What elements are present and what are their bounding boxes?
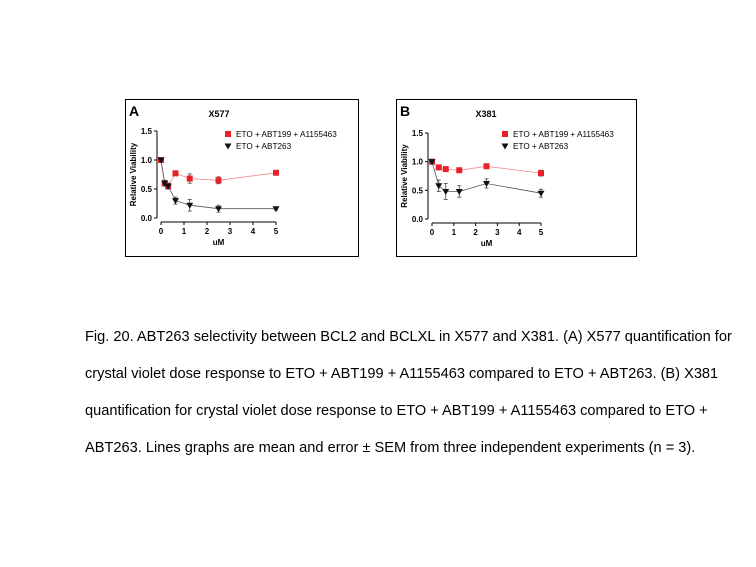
y-tick-label: 1.5 bbox=[141, 127, 153, 136]
figure-caption-line-1: Fig. 20. ABT263 selectivity between BCL2… bbox=[85, 329, 732, 345]
data-point-marker bbox=[186, 175, 193, 182]
series-combo bbox=[429, 158, 544, 177]
chart-title: X577 bbox=[208, 109, 229, 119]
chart-panel-a: A X577 0.0 0.5 1.0 1.5 0 1 2 3 4 5 uM Relative Viabil… bbox=[125, 99, 359, 257]
y-tick-label: 0.5 bbox=[412, 186, 424, 195]
series-combo bbox=[158, 157, 279, 190]
chart-b-svg: B X381 0.0 0.5 1.0 1.5 0 1 2 3 4 5 uM Relative Viabil… bbox=[400, 103, 614, 248]
chart-a-svg: A X577 0.0 0.5 1.0 1.5 0 1 2 3 4 5 uM Relative Viabil… bbox=[129, 103, 337, 247]
data-point-marker bbox=[483, 163, 490, 170]
y-tick-label: 0.0 bbox=[141, 214, 153, 223]
legend-label: ETO + ABT199 + A1155463 bbox=[513, 130, 614, 139]
x-tick-label: 2 bbox=[473, 228, 478, 237]
legend-marker bbox=[224, 143, 232, 150]
x-tick-label: 4 bbox=[517, 228, 522, 237]
x-tick-label: 5 bbox=[539, 228, 544, 237]
y-tick-label: 1.5 bbox=[412, 129, 424, 138]
data-point-marker bbox=[538, 170, 544, 177]
y-axis-label: Relative Viability bbox=[129, 142, 138, 206]
x-tick-label: 0 bbox=[159, 227, 164, 236]
series-line bbox=[431, 161, 542, 194]
legend-marker bbox=[225, 131, 231, 137]
data-point-marker bbox=[537, 190, 545, 197]
figure-caption-line-2: crystal violet dose response to ETO + AB… bbox=[85, 366, 719, 382]
data-point-marker bbox=[215, 177, 222, 184]
data-point-marker bbox=[186, 202, 194, 209]
data-point-marker bbox=[435, 183, 443, 190]
data-point-marker bbox=[483, 180, 490, 187]
panel-label: B bbox=[400, 103, 410, 119]
figure-caption-line-3: quantification for crystal violet dose r… bbox=[85, 403, 708, 419]
series-line bbox=[160, 159, 276, 210]
data-point-marker bbox=[428, 159, 436, 166]
y-tick-label: 1.0 bbox=[412, 158, 424, 167]
data-point-marker bbox=[272, 206, 280, 213]
legend-marker bbox=[502, 131, 508, 137]
y-tick-label: 1.0 bbox=[141, 156, 153, 165]
series-abt263 bbox=[157, 157, 280, 213]
chart-title: X381 bbox=[475, 109, 496, 119]
x-axis-label: uM bbox=[481, 239, 493, 248]
data-point-marker bbox=[456, 167, 463, 174]
data-point-marker bbox=[442, 166, 449, 173]
data-point-marker bbox=[157, 157, 165, 164]
data-point-marker bbox=[455, 188, 463, 195]
data-point-marker bbox=[273, 169, 279, 176]
x-tick-label: 1 bbox=[452, 228, 457, 237]
x-tick-label: 3 bbox=[495, 228, 500, 237]
series-abt263 bbox=[428, 159, 545, 200]
legend-label: ETO + ABT199 + A1155463 bbox=[236, 130, 337, 139]
data-point-marker bbox=[172, 170, 179, 177]
legend-label: ETO + ABT263 bbox=[236, 142, 292, 151]
legend-marker bbox=[501, 143, 509, 150]
data-point-marker bbox=[171, 198, 179, 205]
x-tick-label: 4 bbox=[251, 227, 256, 236]
data-point-marker bbox=[164, 183, 172, 190]
legend-label: ETO + ABT263 bbox=[513, 142, 569, 151]
x-tick-label: 5 bbox=[274, 227, 279, 236]
x-axis-label: uM bbox=[213, 238, 225, 247]
data-point-marker bbox=[442, 188, 450, 195]
y-axis-label: Relative Viability bbox=[400, 144, 409, 208]
data-point-marker bbox=[161, 180, 169, 187]
x-tick-label: 3 bbox=[228, 227, 233, 236]
data-point-marker bbox=[435, 164, 442, 171]
chart-panel-b: B X381 0.0 0.5 1.0 1.5 0 1 2 3 4 5 uM Relative Viabil… bbox=[396, 99, 637, 257]
data-point-marker bbox=[215, 206, 222, 213]
panel-label: A bbox=[129, 103, 139, 119]
y-tick-label: 0.5 bbox=[141, 185, 153, 194]
y-tick-label: 0.0 bbox=[412, 215, 424, 224]
x-tick-label: 2 bbox=[205, 227, 210, 236]
x-tick-label: 0 bbox=[430, 228, 435, 237]
x-tick-label: 1 bbox=[182, 227, 187, 236]
figure-caption-line-4: ABT263. Lines graphs are mean and error … bbox=[85, 440, 696, 456]
